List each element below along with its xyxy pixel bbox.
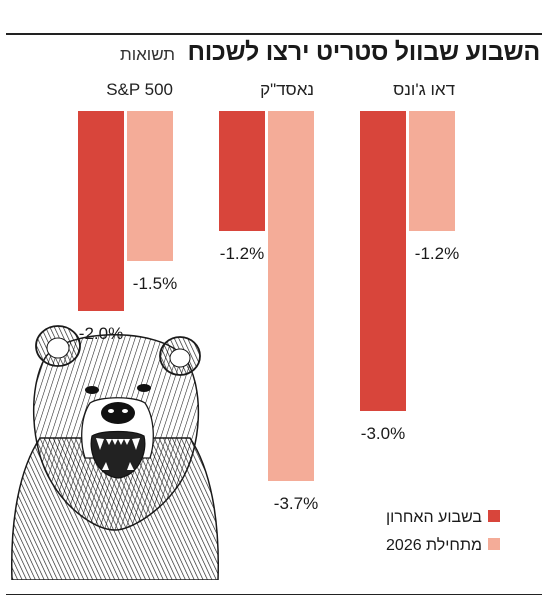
legend-label: בשבוע האחרון xyxy=(386,509,482,526)
data-label: -2.0% xyxy=(79,324,123,343)
category-label: S&P 500 xyxy=(106,80,173,99)
bar xyxy=(78,111,124,311)
data-label: -1.5% xyxy=(133,274,177,293)
bar xyxy=(360,111,406,411)
chart-title: השבוע שבוול סטריט ירצו לשכוח xyxy=(187,38,540,66)
bar xyxy=(127,111,173,261)
legend-label: מתחילת 2026 xyxy=(386,536,482,554)
data-label: -1.2% xyxy=(220,244,264,263)
legend-swatch xyxy=(488,510,500,522)
chart-subtitle: תשואות xyxy=(119,45,176,64)
bar xyxy=(268,111,314,481)
bottom-rule xyxy=(6,594,542,595)
data-label: -3.7% xyxy=(274,494,318,513)
bear-illustration xyxy=(11,325,219,580)
category-label: נאסד"ק xyxy=(260,80,314,99)
category-label: דאו ג'ונס xyxy=(393,80,455,99)
top-rule xyxy=(6,33,542,35)
bar xyxy=(409,111,455,231)
data-label: -1.2% xyxy=(415,244,459,263)
chart-header: השבוע שבוול סטריט ירצו לשכוח תשואות xyxy=(10,38,540,67)
legend-swatch xyxy=(488,538,500,550)
bar xyxy=(219,111,265,231)
data-label: -3.0% xyxy=(361,424,405,443)
